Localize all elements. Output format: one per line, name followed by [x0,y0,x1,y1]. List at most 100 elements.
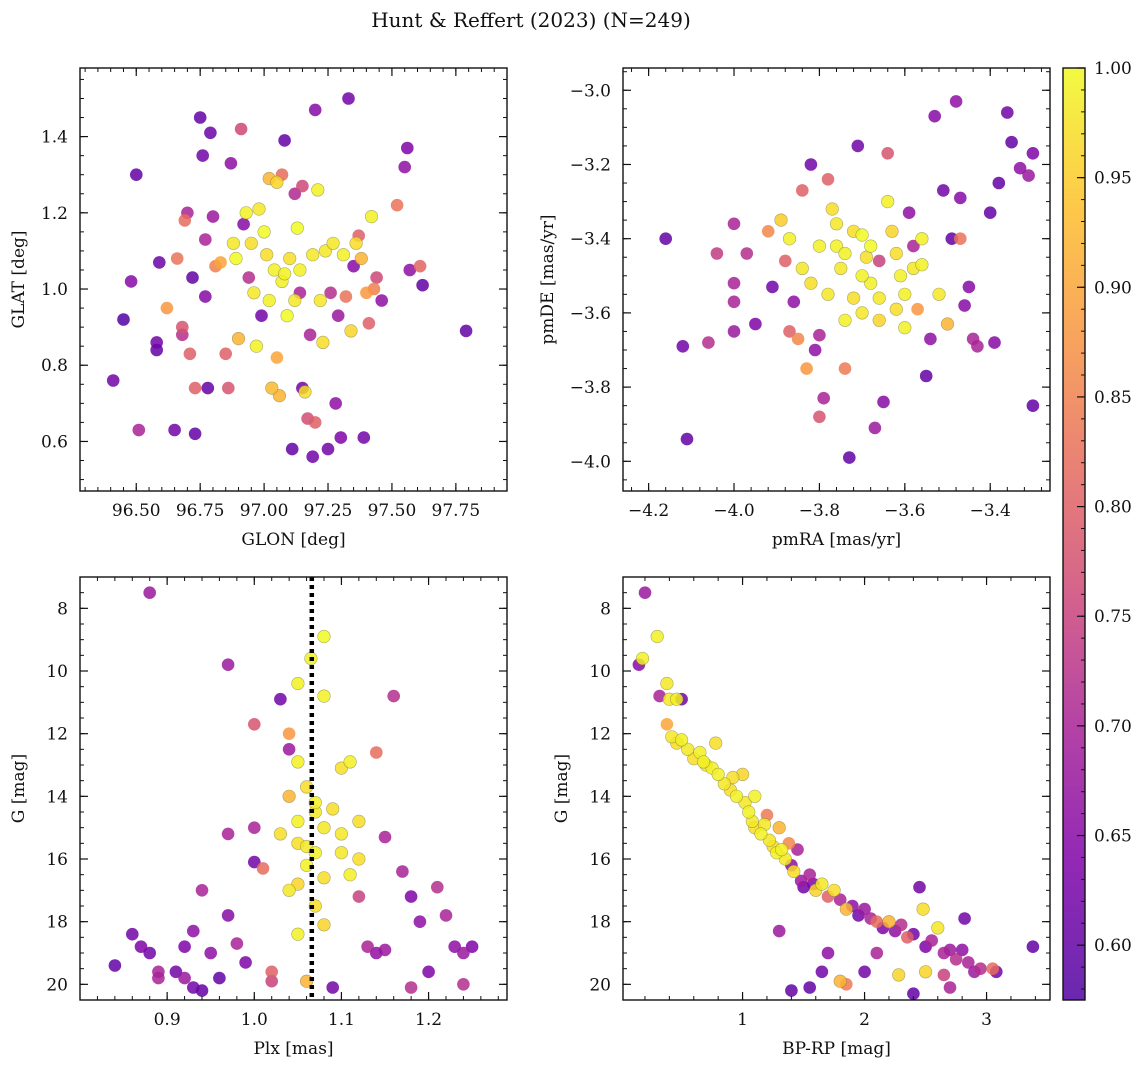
scatter-point [870,946,884,960]
scatter-point [288,187,302,201]
scatter-point [169,965,183,979]
scatter-point [872,313,886,327]
scatter-point [800,362,813,375]
scatter-point [360,286,373,300]
scatter-point [199,290,212,303]
x-tick-label: 97.50 [368,501,417,521]
scatter-point [749,317,762,331]
scatter-point [230,937,244,950]
scatter-point [988,336,1001,349]
scatter-point [825,202,839,216]
scatter-point [262,293,276,308]
scatter-point [280,309,294,323]
y-axis-label: GLAT [deg] [9,230,29,328]
scatter-point [229,251,243,266]
colorbar-tick-label: 0.60 [1094,936,1132,956]
scatter-point [958,912,971,925]
scatter-point [659,232,672,245]
scatter-point [326,236,340,250]
scatter-point [877,395,890,409]
scatter-point [858,902,871,916]
scatter-point [838,313,852,327]
scatter-point [317,821,331,835]
scatter-point [937,184,950,197]
y-tick-label: 20 [589,975,611,995]
points-pmra-pmde [659,95,1040,464]
scatter-point [242,271,256,284]
scatter-point [354,251,368,266]
scatter-point [270,351,284,364]
scatter-point [317,918,331,932]
scatter-point [260,248,274,262]
scatter-point [892,968,906,982]
scatter-point [265,974,279,988]
scatter-point [882,915,896,929]
scatter-point [249,339,263,353]
scatter-point [931,921,945,935]
ticks-plx-g: 0.9 1.0 1.1 1.2 8 10 12 14 16 18 20 [46,576,507,1030]
scatter-point [244,236,258,250]
scatter-point [204,946,217,960]
scatter-point [774,213,788,227]
scatter-point [821,946,835,960]
scatter-point [206,210,220,223]
scatter-point [331,309,345,323]
y-axis-label: G [mag] [552,754,572,823]
y-tick-label: 18 [46,913,68,933]
scatter-point [334,846,349,860]
scatter-point [893,269,908,283]
x-tick-label: 97.75 [432,501,481,521]
scatter-point [214,256,227,269]
scatter-point [183,347,197,361]
scatter-point [1005,135,1018,149]
scatter-point [170,252,184,265]
scatter-point [838,246,852,261]
scatter-point [390,198,404,212]
scatter-point [326,981,340,994]
scatter-point [459,324,473,338]
colorbar-gradient [1063,68,1085,1000]
scatter-point [352,852,366,866]
scatter-point [829,217,844,231]
points-bprp-g [632,586,1040,1000]
scatter-point [357,431,371,444]
scatter-point [448,940,462,953]
scatter-point [204,126,217,140]
scatter-point [855,269,869,283]
y-tick-label: 1.2 [41,204,68,224]
scatter-point [937,946,951,960]
scatter-point [219,347,232,361]
points-plx-g [108,586,479,997]
x-tick-label: 97.00 [240,501,289,521]
scatter-point [256,862,270,875]
colorbar-frame [1062,67,1086,1001]
scatter-point [308,103,322,117]
ticks-pmra-pmde: −4.2 −4.0 −3.8 −3.6 −3.4 −4.0 −3.8 −3.6 −3.4 −3.2… [570,68,1050,521]
scatter-point [829,239,844,253]
scatter-point [352,890,366,903]
scatter-point [817,391,830,405]
scatter-point [278,134,291,147]
scatter-point [1026,147,1040,160]
scatter-point [774,842,789,857]
scatter-point [265,381,279,395]
scatter-point [316,335,330,350]
subplot-glon-glat: 96.50 96.75 97.00 97.25 97.50 97.75 0.6 0.8 1.0 1… [9,67,508,550]
scatter-point [815,965,829,979]
scatter-point [306,248,320,262]
scatter-point [833,974,847,988]
scatter-point [413,915,427,928]
y-tick-label: −3.0 [570,81,611,101]
x-tick-label: −3.6 [884,501,925,521]
scatter-point [839,902,853,916]
y-tick-label: 10 [589,662,611,682]
scatter-point [221,909,235,922]
scatter-point [872,291,886,305]
y-tick-label: 1.4 [41,128,68,148]
scatter-point [943,981,957,994]
scatter-point [108,959,122,972]
scatter-point [324,286,337,300]
scatter-point [370,746,383,759]
y-tick-label: 16 [46,850,68,870]
